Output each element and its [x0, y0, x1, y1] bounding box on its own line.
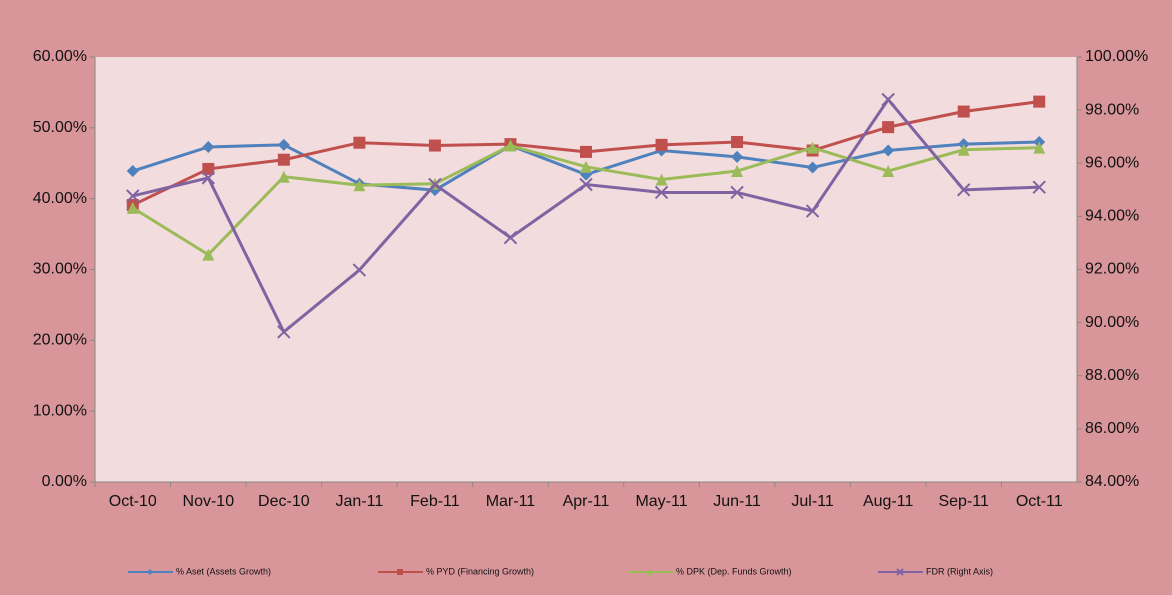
y2-tick-label: 94.00% [1085, 208, 1139, 225]
marker [882, 144, 895, 157]
y2-tick-label: 92.00% [1085, 261, 1139, 278]
marker [580, 160, 592, 173]
marker [503, 230, 518, 245]
marker [731, 150, 744, 163]
marker [655, 138, 668, 151]
marker [202, 140, 215, 153]
y2-tick-label: 90.00% [1085, 314, 1139, 331]
marker [730, 185, 744, 200]
y-tick-label: 60.00% [33, 48, 87, 65]
legend-label: FDR (Right Axis) [926, 566, 993, 576]
y2-tick-label: 100.00% [1085, 48, 1148, 65]
marker [806, 161, 819, 174]
marker [352, 263, 367, 277]
marker [580, 145, 592, 158]
marker [881, 92, 895, 107]
legend-label: % DPK (Dep. Funds Growth) [676, 566, 792, 576]
marker [896, 568, 904, 576]
marker [1032, 180, 1046, 194]
marker [202, 248, 215, 261]
x-tick-label: May-11 [635, 493, 687, 510]
x-tick-label: Jan-11 [336, 493, 384, 510]
marker [428, 139, 441, 152]
marker [805, 204, 820, 218]
y2-tick-label: 96.00% [1085, 154, 1139, 171]
legend-label: % PYD (Financing Growth) [426, 566, 534, 576]
plot-area [95, 57, 1077, 482]
x-tick-label: Aug-11 [863, 493, 914, 510]
marker [655, 173, 668, 186]
marker [353, 136, 366, 149]
marker [277, 138, 290, 151]
marker [882, 121, 895, 134]
y-tick-label: 20.00% [33, 332, 87, 349]
marker [202, 162, 215, 175]
y2-tick-label: 84.00% [1085, 473, 1139, 490]
legend-label: % Aset (Assets Growth) [176, 566, 271, 576]
marker [504, 139, 517, 152]
x-tick-label: Jul-11 [791, 493, 833, 510]
y2-tick-label: 88.00% [1085, 367, 1139, 384]
marker [957, 105, 970, 118]
y2-tick-label: 86.00% [1085, 420, 1139, 437]
marker [1033, 141, 1046, 154]
x-tick-label: Dec-10 [258, 493, 310, 510]
marker [126, 201, 139, 214]
marker [428, 177, 442, 192]
y-tick-label: 30.00% [33, 261, 87, 278]
y-tick-label: 50.00% [33, 119, 87, 136]
marker [654, 185, 669, 200]
marker [957, 143, 970, 156]
y-tick-label: 10.00% [33, 402, 87, 419]
marker [882, 165, 895, 178]
marker [731, 136, 744, 148]
marker [1033, 95, 1046, 108]
marker [277, 325, 291, 339]
x-tick-label: Sep-11 [938, 493, 989, 510]
y-tick-label: 40.00% [33, 190, 87, 207]
x-tick-label: Feb-11 [410, 493, 460, 510]
x-tick-label: Jun-11 [713, 493, 761, 510]
marker [579, 177, 593, 192]
x-tick-label: Mar-11 [486, 493, 536, 510]
x-tick-label: Oct-11 [1016, 493, 1063, 510]
marker [147, 569, 153, 575]
x-tick-label: Oct-10 [109, 493, 157, 510]
x-tick-label: Apr-11 [563, 493, 610, 510]
y2-tick-label: 98.00% [1085, 101, 1139, 118]
x-tick-label: Nov-10 [183, 493, 235, 510]
marker [277, 153, 290, 166]
marker [731, 165, 744, 178]
y-tick-label: 0.00% [42, 473, 87, 490]
marker [647, 569, 653, 575]
marker [956, 183, 971, 197]
marker [126, 165, 139, 178]
marker [353, 179, 366, 192]
marker [126, 189, 140, 203]
marker [806, 141, 819, 154]
marker [201, 171, 216, 185]
marker [277, 170, 290, 183]
marker [397, 569, 403, 575]
